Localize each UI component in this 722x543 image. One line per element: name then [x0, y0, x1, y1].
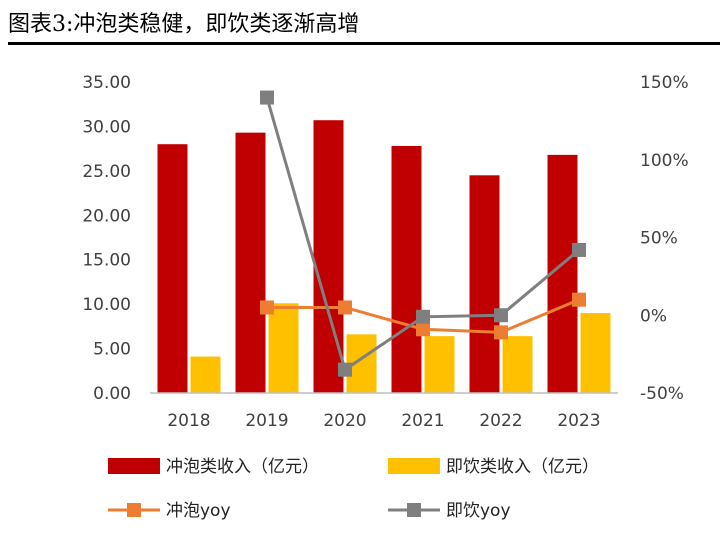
- bar-rtd-2022: [502, 336, 533, 393]
- bar-rtd-2019: [268, 303, 299, 393]
- x-tick-2021: 2021: [401, 411, 444, 431]
- x-tick-2018: 2018: [167, 411, 210, 431]
- legend-label-brewed-yoy: 冲泡yoy: [166, 501, 231, 521]
- legend-marker-brewed-yoy: [127, 503, 141, 517]
- left-tick-5-00: 5.00: [93, 340, 131, 360]
- x-tick-2022: 2022: [479, 411, 522, 431]
- legend-label-brewed-revenue: 冲泡类收入（亿元）: [166, 457, 319, 477]
- right-tick-neg50: -50%: [640, 384, 684, 404]
- right-tick-100: 100%: [640, 151, 689, 171]
- left-tick-25-00: 25.00: [82, 162, 131, 182]
- left-axis: 0.00 5.00 10.00 15.00 20.00 25.00 30.00 35.00: [82, 73, 131, 404]
- bar-brewed-2022: [469, 175, 500, 393]
- marker-rtd-yoy-2019: [260, 90, 274, 105]
- right-tick-150: 150%: [640, 73, 689, 93]
- left-tick-20-00: 20.00: [82, 206, 131, 226]
- marker-brewed-yoy-2021: [416, 322, 430, 337]
- right-axis: -50% 0% 50% 100% 150%: [640, 73, 689, 404]
- x-axis: 2018 2019 2020 2021 2022 2023: [167, 411, 600, 431]
- bar-brewed-2021: [391, 145, 422, 393]
- title-underline: [8, 42, 720, 45]
- left-tick-30-00: 30.00: [82, 117, 131, 137]
- chart-title: 图表3:冲泡类稳健，即饮类逐渐高增: [8, 12, 360, 37]
- bar-brewed-2019: [235, 132, 266, 394]
- x-tick-2023: 2023: [557, 411, 600, 431]
- marker-rtd-yoy-2021: [416, 309, 430, 324]
- legend: 冲泡类收入（亿元） 即饮类收入（亿元） 冲泡yoy 即饮yoy: [108, 457, 599, 521]
- bar-rtd-2023: [580, 313, 611, 393]
- bar-brewed-2018: [157, 144, 188, 393]
- x-tick-2020: 2020: [323, 411, 366, 431]
- bar-rtd-2021: [424, 336, 455, 393]
- marker-brewed-yoy-2022: [494, 325, 508, 340]
- left-tick-10-00: 10.00: [82, 295, 131, 315]
- marker-rtd-yoy-2023: [572, 242, 586, 257]
- legend-swatch-brewed-revenue: [108, 458, 160, 474]
- marker-brewed-yoy-2023: [572, 292, 586, 307]
- x-tick-2019: 2019: [245, 411, 288, 431]
- marker-rtd-yoy-2022: [494, 308, 508, 323]
- left-tick-0-00: 0.00: [93, 384, 131, 404]
- left-tick-15-00: 15.00: [82, 251, 131, 271]
- legend-marker-rtd-yoy: [407, 503, 421, 517]
- bar-layer: [157, 120, 611, 394]
- left-tick-35-00: 35.00: [82, 73, 131, 93]
- legend-label-rtd-yoy: 即饮yoy: [446, 501, 511, 521]
- line-layer: [260, 90, 586, 377]
- right-tick-50: 50%: [640, 229, 678, 249]
- legend-swatch-rtd-revenue: [388, 458, 440, 474]
- marker-brewed-yoy-2019: [260, 300, 274, 315]
- marker-rtd-yoy-2020: [338, 362, 352, 377]
- right-tick-0: 0%: [640, 306, 667, 326]
- bar-rtd-2018: [190, 356, 221, 393]
- legend-label-rtd-revenue: 即饮类收入（亿元）: [446, 457, 599, 477]
- marker-brewed-yoy-2020: [338, 300, 352, 315]
